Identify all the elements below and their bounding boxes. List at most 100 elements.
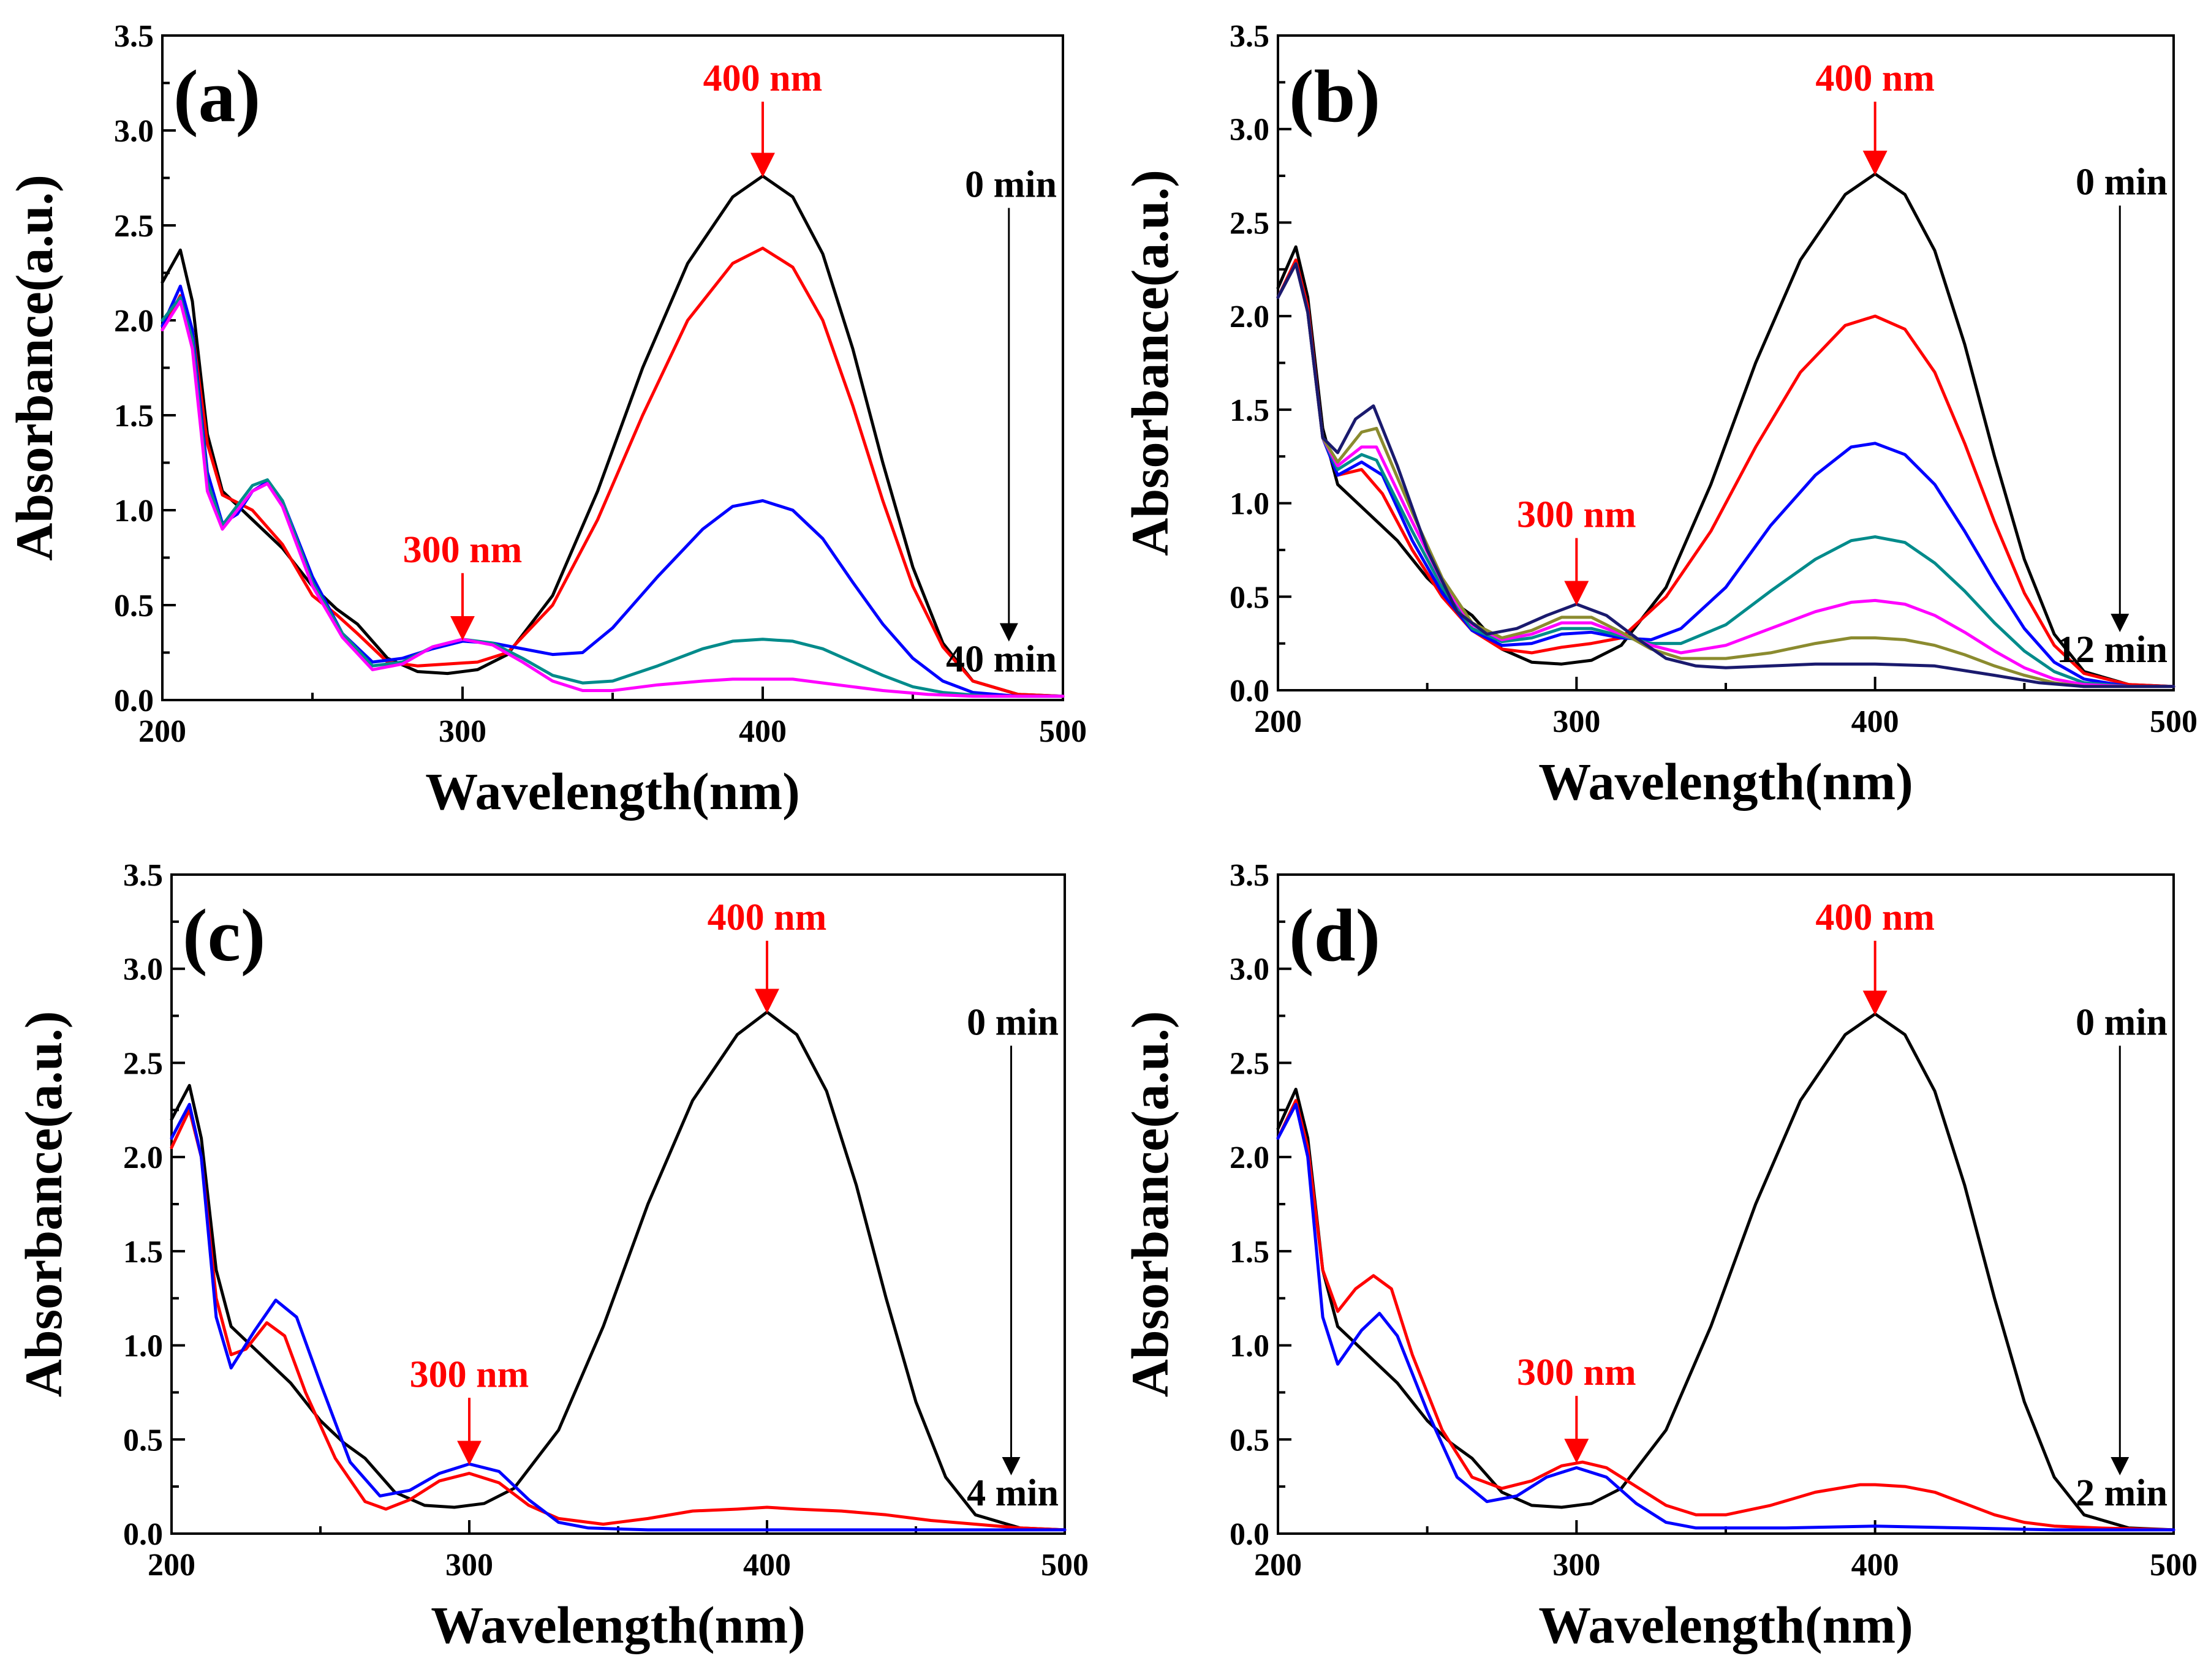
y-tick-label: 3.5 bbox=[1230, 19, 1269, 54]
annotation-400nm: 400 nm bbox=[703, 58, 823, 99]
x-tick-label: 200 bbox=[138, 714, 186, 749]
annotation-400nm: 400 nm bbox=[708, 897, 827, 938]
time-start-label: 0 min bbox=[967, 1001, 1059, 1043]
y-tick-label: 2.0 bbox=[1230, 1140, 1269, 1175]
panel-label: (b) bbox=[1289, 55, 1380, 138]
time-end-label: 12 min bbox=[2057, 629, 2168, 671]
y-tick-label: 1.0 bbox=[114, 494, 154, 529]
series-line-2-min bbox=[1276, 258, 2175, 688]
y-tick-label: 1.0 bbox=[1230, 487, 1269, 522]
time-start-label: 0 min bbox=[2076, 1001, 2168, 1043]
series-line-40-min bbox=[161, 299, 1065, 698]
series-line-20-min bbox=[161, 284, 1065, 698]
y-tick-label: 2.0 bbox=[114, 304, 154, 339]
y-axis-title: Absorbance(a.u.) bbox=[1121, 170, 1179, 556]
y-tick-label: 2.0 bbox=[123, 1140, 163, 1175]
chart-panel-4: 200 300 400 500 0.0 0.5 1.0 1.5 2.0 2.5 3.0 3.5 Wave… bbox=[1121, 858, 2198, 1654]
time-end-label: 40 min bbox=[946, 639, 1057, 680]
series-line-4-min bbox=[1276, 262, 2175, 688]
time-start-label: 0 min bbox=[965, 164, 1057, 206]
y-tick-label: 2.5 bbox=[1230, 206, 1269, 241]
annotation-300nm: 300 nm bbox=[403, 529, 523, 571]
y-tick-label: 3.0 bbox=[123, 952, 163, 987]
time-end-label: 4 min bbox=[967, 1472, 1059, 1514]
plot-frame bbox=[170, 873, 1066, 1535]
series-line-2-min bbox=[170, 1108, 1067, 1532]
chart-panel-2: 200 300 400 500 0.0 0.5 1.0 1.5 2.0 2.5 3.0 3.5 Wave… bbox=[1121, 19, 2198, 811]
y-axis-title: Absorbance(a.u.) bbox=[5, 175, 64, 561]
y-tick-label: 0.0 bbox=[114, 684, 154, 718]
series-line-1-min bbox=[1276, 1099, 2175, 1532]
annotation-400nm: 400 nm bbox=[1815, 897, 1935, 938]
series-line-2-min bbox=[1276, 1102, 2175, 1532]
annotation-400nm: 400 nm bbox=[1815, 58, 1935, 99]
y-tick-label: 0.5 bbox=[1230, 580, 1269, 615]
plot-frame bbox=[1277, 34, 2175, 691]
series-line-30-min bbox=[161, 296, 1065, 698]
x-tick-label: 200 bbox=[148, 1548, 195, 1583]
time-start-label: 0 min bbox=[2076, 162, 2168, 203]
y-tick-label: 0.0 bbox=[1230, 674, 1269, 709]
series-line-0-min bbox=[1276, 172, 2175, 688]
y-tick-label: 3.0 bbox=[1230, 113, 1269, 148]
y-axis-title: Absorbance(a.u.) bbox=[1121, 1011, 1179, 1398]
y-tick-label: 1.0 bbox=[1230, 1329, 1269, 1364]
y-tick-label: 0.5 bbox=[114, 589, 154, 623]
annotation-300nm: 300 nm bbox=[410, 1354, 529, 1395]
x-tick-label: 200 bbox=[1254, 704, 1302, 739]
y-tick-label: 1.5 bbox=[1230, 393, 1269, 428]
x-tick-label: 500 bbox=[1041, 1548, 1089, 1583]
y-tick-label: 2.0 bbox=[1230, 299, 1269, 334]
annotation-300nm: 300 nm bbox=[1517, 1352, 1636, 1393]
x-tick-label: 500 bbox=[2150, 1548, 2198, 1583]
x-tick-label: 500 bbox=[2150, 704, 2198, 739]
x-axis-title: Wavelength(nm) bbox=[431, 1595, 806, 1654]
panel-label: (d) bbox=[1289, 894, 1380, 977]
x-tick-label: 400 bbox=[1851, 704, 1899, 739]
x-tick-label: 400 bbox=[739, 714, 787, 749]
y-tick-label: 1.5 bbox=[114, 399, 154, 434]
y-tick-label: 3.0 bbox=[1230, 952, 1269, 987]
series-line-0-min bbox=[161, 174, 1065, 698]
y-tick-label: 2.5 bbox=[1230, 1046, 1269, 1081]
y-tick-label: 3.5 bbox=[1230, 858, 1269, 893]
annotation-300nm: 300 nm bbox=[1517, 494, 1636, 536]
y-tick-label: 0.0 bbox=[1230, 1517, 1269, 1552]
series-line-6-min bbox=[1276, 262, 2175, 688]
x-tick-label: 400 bbox=[1851, 1548, 1899, 1583]
y-tick-label: 0.5 bbox=[1230, 1423, 1269, 1458]
x-axis-title: Wavelength(nm) bbox=[1538, 752, 1913, 811]
plot-frame bbox=[1277, 873, 2175, 1535]
chart-panel-3: 200 300 400 500 0.0 0.5 1.0 1.5 2.0 2.5 3.0 3.5 Wave… bbox=[14, 858, 1089, 1654]
series-line-0-min bbox=[170, 1010, 1067, 1532]
time-end-label: 2 min bbox=[2076, 1472, 2168, 1514]
panel-label: (a) bbox=[173, 55, 260, 138]
y-tick-label: 1.5 bbox=[123, 1235, 163, 1270]
plot-frame bbox=[161, 34, 1064, 701]
x-tick-label: 300 bbox=[1552, 1548, 1600, 1583]
x-tick-label: 300 bbox=[445, 1548, 493, 1583]
x-tick-label: 300 bbox=[1552, 704, 1600, 739]
series-line-8-min bbox=[1276, 262, 2175, 688]
x-tick-label: 300 bbox=[439, 714, 486, 749]
y-tick-label: 1.0 bbox=[123, 1329, 163, 1364]
y-axis-title: Absorbance(a.u.) bbox=[14, 1011, 73, 1398]
y-tick-label: 3.5 bbox=[123, 858, 163, 893]
series-line-0-min bbox=[1276, 1012, 2175, 1532]
x-tick-label: 400 bbox=[743, 1548, 791, 1583]
x-tick-label: 200 bbox=[1254, 1548, 1302, 1583]
series-line-4-min bbox=[170, 1102, 1067, 1532]
y-tick-label: 3.0 bbox=[114, 114, 154, 149]
y-tick-label: 3.5 bbox=[114, 19, 154, 54]
series-line-10-min bbox=[1276, 262, 2175, 688]
panel-label: (c) bbox=[183, 894, 265, 977]
chart-panel-1: 200 300 400 500 0.0 0.5 1.0 1.5 2.0 2.5 3.0 3.5 Wave… bbox=[5, 19, 1087, 821]
x-axis-title: Wavelength(nm) bbox=[1538, 1595, 1913, 1654]
series-line-10-min bbox=[161, 246, 1065, 698]
y-tick-label: 2.5 bbox=[123, 1046, 163, 1081]
y-tick-label: 0.5 bbox=[123, 1423, 163, 1458]
x-axis-title: Wavelength(nm) bbox=[425, 762, 800, 821]
y-tick-label: 1.5 bbox=[1230, 1235, 1269, 1270]
y-tick-label: 0.0 bbox=[123, 1517, 163, 1552]
